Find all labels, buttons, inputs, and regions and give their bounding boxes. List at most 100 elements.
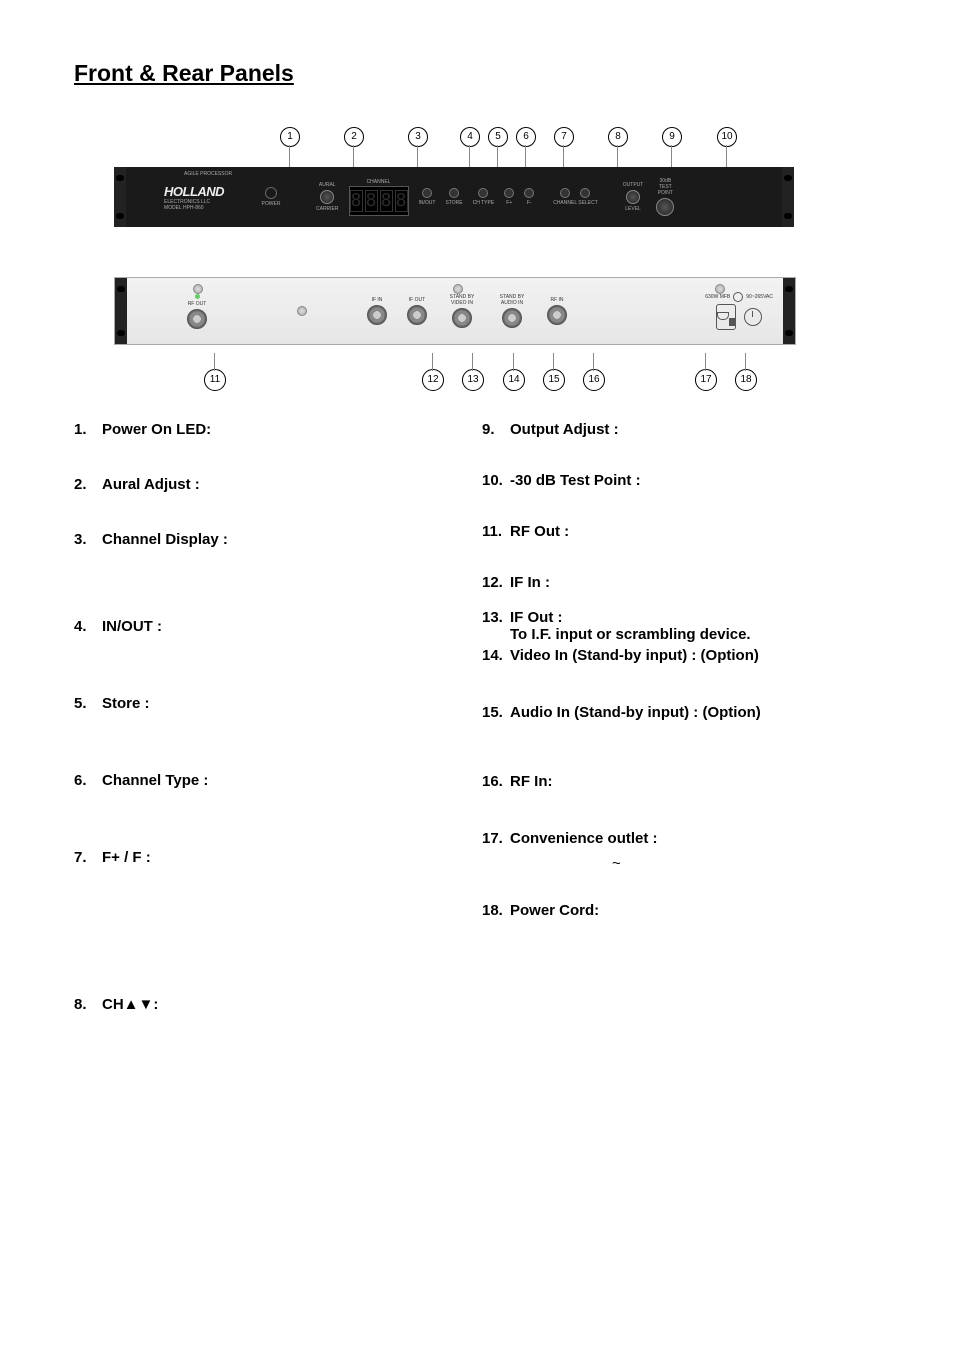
legend-num: 14.	[482, 647, 510, 664]
ifin-group: IF IN	[367, 297, 387, 325]
callout-14: 14	[503, 369, 525, 391]
legend-text: Aural Adjust :	[102, 476, 472, 493]
callout-10: 10	[717, 127, 737, 147]
store-label: STORE	[445, 200, 462, 206]
callout-17: 17	[695, 369, 717, 391]
legend-text: CH▲▼:	[102, 996, 472, 1013]
ch-up-button[interactable]	[560, 188, 570, 198]
legend-num: 6.	[74, 772, 102, 789]
ifin-label: IF IN	[372, 297, 383, 303]
testpoint-label: 30dB TEST POINT	[653, 178, 677, 196]
legend-num: 1.	[74, 421, 102, 438]
legend-item: 8.CH▲▼:	[74, 996, 472, 1013]
brand-name: HOLLAND	[164, 184, 254, 199]
legend-num: 9.	[482, 421, 510, 438]
inout-label: IN/OUT	[419, 200, 436, 206]
legend-num: 2.	[74, 476, 102, 493]
channel-display-group: CHANNEL	[349, 179, 409, 216]
tilde-mark: ~	[612, 855, 880, 872]
callout-8: 8	[608, 127, 628, 147]
power-led	[265, 187, 277, 199]
callout-11: 11	[204, 369, 226, 391]
fplus-btn-group: F+	[504, 188, 514, 206]
rear-panel-figure: RF OUT IF IN IF OUT STAND BY VIDEO IN ST…	[114, 277, 880, 391]
legend-num: 15.	[482, 704, 510, 721]
legend-text: Output Adjust :	[510, 421, 880, 438]
legend-text: Video In (Stand-by input) : (Option)	[510, 647, 880, 664]
chsel-group: CHANNEL SELECT	[553, 188, 598, 206]
output-label: OUTPUT	[623, 182, 644, 188]
screw-icon	[715, 284, 725, 294]
legend-item: 17.Convenience outlet :	[482, 830, 880, 847]
legend-sub: To I.F. input or scrambling device.	[482, 626, 880, 643]
audio-group: STAND BY AUDIO IN	[497, 294, 527, 328]
rfout-group: RF OUT	[187, 294, 207, 329]
fplus-button[interactable]	[504, 188, 514, 198]
aural-knob[interactable]	[320, 190, 334, 204]
ifout-connector[interactable]	[407, 305, 427, 325]
callout-15: 15	[543, 369, 565, 391]
chtype-button[interactable]	[478, 188, 488, 198]
video-group: STAND BY VIDEO IN	[447, 294, 477, 328]
legend-text: Power Cord:	[510, 902, 880, 919]
legend-item: 16.RF In:	[482, 773, 880, 790]
legend-text: IF Out :	[510, 609, 880, 626]
legend-item: 11.RF Out :	[482, 523, 880, 540]
rack-ear-right	[782, 167, 794, 227]
store-btn-group: STORE	[445, 188, 462, 206]
legend-num: 11.	[482, 523, 510, 540]
output-knob[interactable]	[626, 190, 640, 204]
aural-knob-group: AURAL CARRIER	[316, 182, 339, 212]
fplus-label: F+	[506, 200, 512, 206]
rear-panel: RF OUT IF IN IF OUT STAND BY VIDEO IN ST…	[114, 277, 796, 345]
power-cord-inlet[interactable]	[744, 308, 762, 326]
power-led-group: POWER	[259, 187, 283, 207]
video-connector[interactable]	[452, 308, 472, 328]
legend-text: F+ / F :	[102, 849, 472, 866]
callout-18: 18	[735, 369, 757, 391]
legend-text: IN/OUT :	[102, 618, 472, 635]
testpoint-group: 30dB TEST POINT	[653, 178, 677, 216]
output-knob-group: OUTPUT LEVEL	[623, 182, 644, 212]
ifin-connector[interactable]	[367, 305, 387, 325]
legend-item: 7.F+ / F :	[74, 849, 472, 866]
aural-label: AURAL	[319, 182, 336, 188]
legend-left-col: 1.Power On LED: 2.Aural Adjust : 3.Channel…	[74, 421, 472, 1013]
rack-ear-left	[115, 278, 127, 344]
page-title: Front & Rear Panels	[74, 60, 880, 87]
testpoint-connector[interactable]	[656, 198, 674, 216]
screw-icon	[193, 284, 203, 294]
legend-text: Power On LED:	[102, 421, 472, 438]
legend-text: RF Out :	[510, 523, 880, 540]
rack-ear-left	[114, 167, 126, 227]
rfout-connector[interactable]	[187, 309, 207, 329]
legend-text: IF In :	[510, 574, 880, 591]
level-label: LEVEL	[625, 206, 641, 212]
legend-num: 13.	[482, 609, 510, 626]
legend-text: Audio In (Stand-by input) : (Option)	[510, 704, 880, 721]
callout-1: 1	[280, 127, 300, 147]
front-panel: AGILE PROCESSOR HOLLAND ELECTRONICS LLC …	[114, 167, 794, 227]
legend: 1.Power On LED: 2.Aural Adjust : 3.Channel…	[74, 421, 880, 1013]
audio-connector[interactable]	[502, 308, 522, 328]
legend-num: 7.	[74, 849, 102, 866]
ch-down-button[interactable]	[580, 188, 590, 198]
rfin-label: RF IN	[550, 297, 563, 303]
fneg-label: F-	[527, 200, 532, 206]
ac-outlet[interactable]	[716, 304, 736, 330]
fneg-button[interactable]	[524, 188, 534, 198]
legend-item: 13.IF Out :	[482, 609, 880, 626]
legend-item: 3.Channel Display :	[74, 531, 472, 548]
legend-text: Convenience outlet :	[510, 830, 880, 847]
store-button[interactable]	[449, 188, 459, 198]
callout-6: 6	[516, 127, 536, 147]
legend-num: 4.	[74, 618, 102, 635]
legend-item: 10.-30 dB Test Point :	[482, 472, 880, 489]
legend-num: 3.	[74, 531, 102, 548]
callout-3: 3	[408, 127, 428, 147]
legend-item: 5.Store :	[74, 695, 472, 712]
rfin-connector[interactable]	[547, 305, 567, 325]
audio-label: STAND BY AUDIO IN	[497, 294, 527, 306]
inout-button[interactable]	[422, 188, 432, 198]
callout-4: 4	[460, 127, 480, 147]
